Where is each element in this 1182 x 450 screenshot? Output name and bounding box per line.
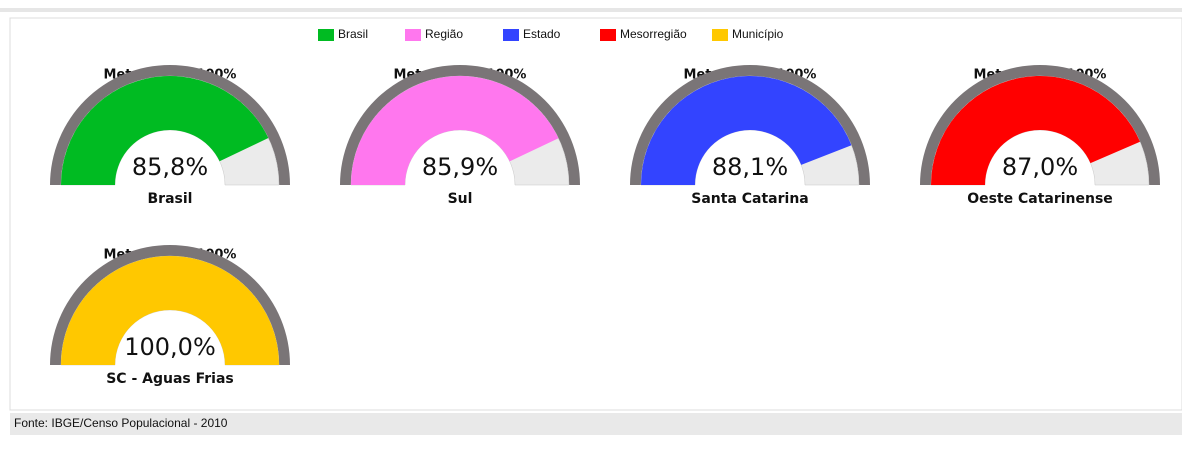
gauge-value xyxy=(641,75,852,185)
gauge-value xyxy=(61,75,269,185)
source: Fonte: IBGE/Censo Populacional - 2010 xyxy=(14,416,228,430)
gauge-value-label: 87,0% xyxy=(1002,153,1078,181)
legend-swatch xyxy=(600,29,616,41)
gauge-value-label: 88,1% xyxy=(712,153,788,181)
gauge-name: Brasil xyxy=(148,191,193,207)
legend-swatch xyxy=(405,29,421,41)
gauge-value xyxy=(351,76,559,185)
gauge-value-label: 85,8% xyxy=(132,153,208,181)
gauge-value-label: 85,9% xyxy=(422,153,498,181)
legend-label: Mesorregião xyxy=(620,27,687,41)
gauge-name: Sul xyxy=(448,191,473,207)
legend-label: Município xyxy=(732,27,784,41)
gauge-value-label: 100,0% xyxy=(124,333,216,361)
top-strip xyxy=(0,8,1182,12)
legend-swatch xyxy=(712,29,728,41)
gauge-name: SC - Aguas Frias xyxy=(106,371,234,387)
legend-swatch xyxy=(318,29,334,41)
legend-swatch xyxy=(503,29,519,41)
legend-label: Estado xyxy=(523,27,561,41)
gauge-value xyxy=(931,75,1141,185)
gauge-name: Santa Catarina xyxy=(691,191,809,207)
gauge-value xyxy=(61,255,279,365)
legend-label: Brasil xyxy=(338,27,368,41)
legend-label: Região xyxy=(425,27,463,41)
footer-bar xyxy=(10,413,1182,435)
gauge-name: Oeste Catarinense xyxy=(967,191,1113,207)
